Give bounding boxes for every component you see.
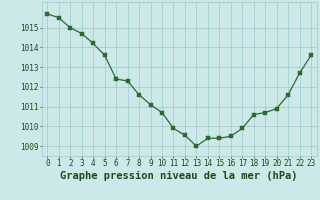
X-axis label: Graphe pression niveau de la mer (hPa): Graphe pression niveau de la mer (hPa): [60, 171, 298, 181]
